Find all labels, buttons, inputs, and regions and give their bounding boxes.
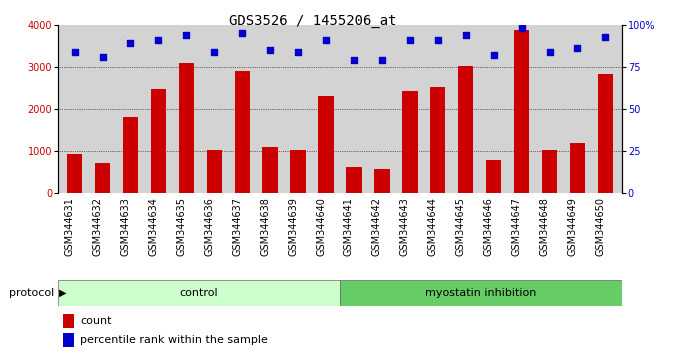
Point bbox=[320, 37, 331, 43]
Text: GSM344633: GSM344633 bbox=[120, 197, 131, 256]
Bar bbox=[151, 89, 166, 193]
Text: GSM344646: GSM344646 bbox=[483, 197, 494, 256]
Bar bbox=[123, 117, 138, 193]
Text: GSM344632: GSM344632 bbox=[92, 197, 103, 256]
Text: GSM344648: GSM344648 bbox=[539, 197, 549, 256]
Point bbox=[488, 52, 499, 58]
Text: GSM344650: GSM344650 bbox=[596, 197, 605, 256]
Text: percentile rank within the sample: percentile rank within the sample bbox=[80, 335, 268, 345]
Text: GSM344642: GSM344642 bbox=[372, 197, 382, 256]
Text: ▶: ▶ bbox=[59, 288, 67, 298]
Text: GSM344631: GSM344631 bbox=[65, 197, 75, 256]
Point bbox=[209, 49, 220, 55]
Bar bbox=[318, 96, 334, 193]
Point bbox=[265, 47, 275, 53]
Bar bbox=[486, 160, 501, 193]
Text: GSM344638: GSM344638 bbox=[260, 197, 270, 256]
Bar bbox=[290, 150, 306, 193]
Point bbox=[405, 37, 415, 43]
Point bbox=[349, 57, 360, 63]
Point bbox=[69, 49, 80, 55]
Bar bbox=[598, 74, 613, 193]
Bar bbox=[458, 65, 473, 193]
Bar bbox=[262, 147, 278, 193]
Bar bbox=[63, 314, 73, 328]
Point bbox=[544, 49, 555, 55]
Text: GSM344641: GSM344641 bbox=[344, 197, 354, 256]
Bar bbox=[58, 280, 340, 306]
Text: GSM344643: GSM344643 bbox=[400, 197, 410, 256]
Bar bbox=[542, 150, 557, 193]
Bar bbox=[63, 333, 73, 347]
Bar bbox=[570, 143, 585, 193]
Text: GSM344637: GSM344637 bbox=[232, 197, 242, 256]
Bar bbox=[340, 280, 622, 306]
Bar bbox=[514, 30, 529, 193]
Point bbox=[237, 30, 248, 36]
Point bbox=[125, 40, 136, 46]
Point bbox=[181, 32, 192, 38]
Point bbox=[97, 54, 108, 59]
Text: GSM344634: GSM344634 bbox=[148, 197, 158, 256]
Text: GDS3526 / 1455206_at: GDS3526 / 1455206_at bbox=[229, 14, 396, 28]
Bar bbox=[95, 163, 110, 193]
Bar bbox=[430, 87, 445, 193]
Text: count: count bbox=[80, 316, 112, 326]
Point bbox=[377, 57, 388, 63]
Bar bbox=[179, 63, 194, 193]
Text: GSM344640: GSM344640 bbox=[316, 197, 326, 256]
Bar bbox=[346, 167, 362, 193]
Text: GSM344645: GSM344645 bbox=[456, 197, 466, 256]
Point bbox=[153, 37, 164, 43]
Text: myostatin inhibition: myostatin inhibition bbox=[426, 288, 537, 298]
Point bbox=[460, 32, 471, 38]
Point bbox=[516, 25, 527, 31]
Text: GSM344639: GSM344639 bbox=[288, 197, 298, 256]
Text: GSM344635: GSM344635 bbox=[176, 197, 186, 256]
Bar bbox=[374, 169, 390, 193]
Text: GSM344644: GSM344644 bbox=[428, 197, 438, 256]
Point bbox=[572, 46, 583, 51]
Text: control: control bbox=[180, 288, 218, 298]
Point bbox=[432, 37, 443, 43]
Text: GSM344649: GSM344649 bbox=[568, 197, 577, 256]
Text: GSM344636: GSM344636 bbox=[204, 197, 214, 256]
Bar bbox=[67, 154, 82, 193]
Text: GSM344647: GSM344647 bbox=[511, 197, 522, 256]
Bar bbox=[235, 71, 250, 193]
Point bbox=[600, 34, 611, 39]
Bar bbox=[207, 150, 222, 193]
Bar bbox=[402, 91, 418, 193]
Text: protocol: protocol bbox=[9, 288, 54, 298]
Point bbox=[292, 49, 303, 55]
